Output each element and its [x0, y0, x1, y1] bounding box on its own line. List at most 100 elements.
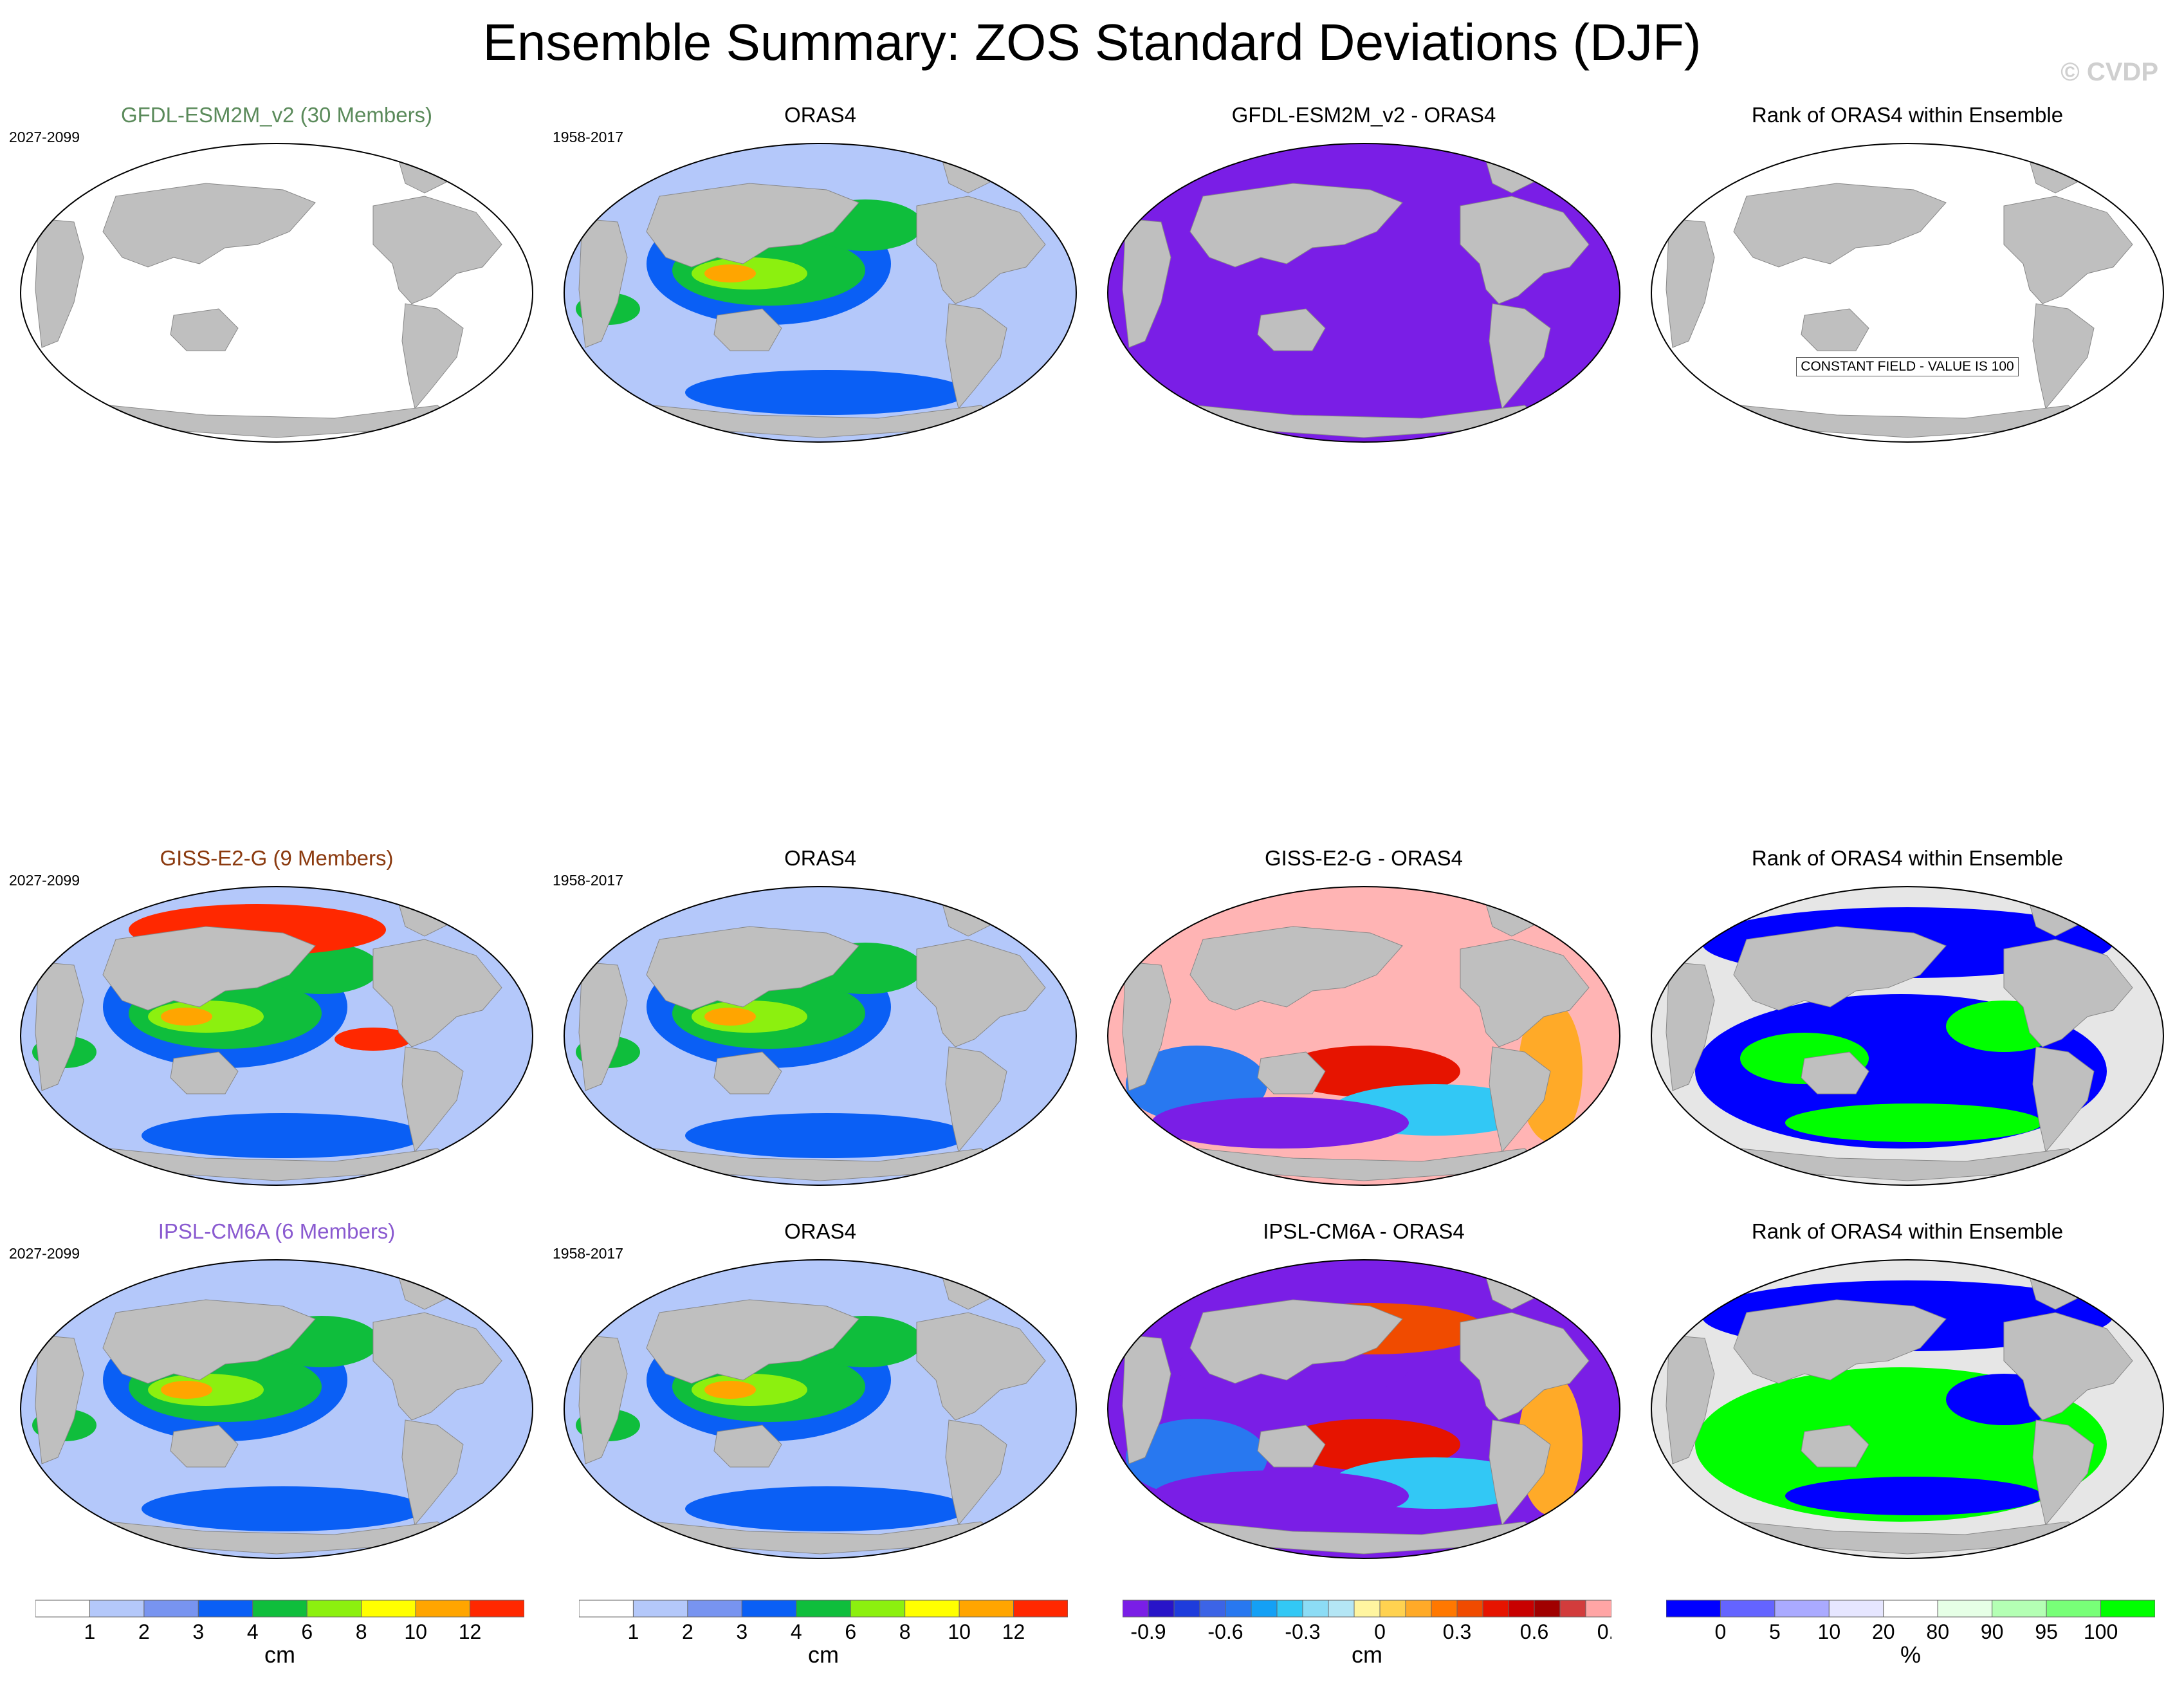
colorbar-unit: cm — [264, 1641, 295, 1668]
colorbar-swatch — [796, 1600, 851, 1618]
colorbar-tick-label: 2 — [682, 1620, 693, 1643]
colorbar-swatch — [1508, 1600, 1535, 1618]
colorbar-tick-label: 8 — [356, 1620, 367, 1643]
colorbar-tick-label: 5 — [1769, 1620, 1781, 1643]
colorbar-swatch — [1482, 1600, 1509, 1618]
colorbar-unit: % — [1900, 1641, 1921, 1668]
colorbar-swatch — [1328, 1600, 1355, 1618]
colorbar-swatch — [1173, 1600, 1200, 1618]
colorbar-swatch — [579, 1600, 634, 1618]
colorbar-tick-label: 10 — [948, 1620, 971, 1643]
colorbar-swatch — [741, 1600, 797, 1618]
map-panel-rank: Rank of ORAS4 within Ensemble — [1644, 846, 2171, 1206]
panel-period: 1958-2017 — [553, 1245, 623, 1262]
colorbar-swatch — [1992, 1600, 2047, 1618]
colorbar-swatch — [1148, 1600, 1175, 1618]
map-panel-model: GISS-E2-G (9 Members) 2027-2099 — [9, 846, 540, 1206]
map-field — [564, 143, 1077, 443]
panel-period: 2027-2099 — [9, 872, 80, 889]
map-field — [564, 886, 1077, 1186]
colorbar-swatch — [2046, 1600, 2102, 1618]
colorbar-swatch — [470, 1600, 524, 1618]
map-field — [20, 886, 533, 1186]
map-panel-model: GFDL-ESM2M_v2 (30 Members) 2027-2099 — [9, 103, 540, 463]
colorbar-tick-label: 4 — [791, 1620, 802, 1643]
panel-title: GFDL-ESM2M_v2 - ORAS4 — [1231, 103, 1496, 127]
panel-period: 2027-2099 — [9, 1245, 80, 1262]
colorbar-tick-label: 80 — [1926, 1620, 1949, 1643]
page-title: Ensemble Summary: ZOS Standard Deviation… — [482, 14, 1702, 71]
colorbar-swatch — [1123, 1600, 1149, 1618]
map-field — [1651, 143, 2164, 443]
colorbar-swatch — [415, 1600, 471, 1618]
colorbar-tick-label: 12 — [1002, 1620, 1025, 1643]
panel-period: 1958-2017 — [553, 129, 623, 145]
colorbar-swatch — [143, 1600, 199, 1618]
colorbar-tick-label: 0.6 — [1520, 1620, 1548, 1643]
colorbar-swatch — [1405, 1600, 1432, 1618]
colorbar-swatch — [1199, 1600, 1226, 1618]
colorbar-tick-label: 3 — [192, 1620, 204, 1643]
colorbar-swatch — [1559, 1600, 1586, 1618]
panel-period: 2027-2099 — [9, 129, 80, 145]
map-panel-diff: GISS-E2-G - ORAS4 — [1100, 846, 1628, 1206]
map-field — [1107, 886, 1620, 1186]
colorbar-swatch — [1431, 1600, 1458, 1618]
map-field — [1651, 886, 2164, 1186]
map-panel-rank: Rank of ORAS4 within Ensemble — [1644, 1219, 2171, 1580]
colorbar-swatch — [1774, 1600, 1830, 1618]
panel-title: IPSL-CM6A - ORAS4 — [1263, 1219, 1465, 1243]
colorbar-swatch — [1720, 1600, 1776, 1618]
map-panel-diff: GFDL-ESM2M_v2 - ORAS4 — [1100, 103, 1628, 463]
colorbar-swatch — [1666, 1600, 1721, 1618]
colorbar-swatch — [1354, 1600, 1381, 1618]
colorbar-swatch — [687, 1600, 742, 1618]
colorbar-tick-label: 1 — [84, 1620, 96, 1643]
colorbar-model-std: 1 2 3 4 6 8 10 12 cm — [35, 1599, 524, 1676]
panel-title: Rank of ORAS4 within Ensemble — [1751, 846, 2064, 870]
colorbar-swatch — [1534, 1600, 1561, 1618]
panel-title: GFDL-ESM2M_v2 (30 Members) — [120, 103, 433, 127]
colorbar-swatch — [1456, 1600, 1483, 1618]
panel-title: ORAS4 — [784, 1219, 856, 1243]
colorbar-swatch — [1585, 1600, 1611, 1618]
colorbar-swatch — [361, 1600, 416, 1618]
colorbar-swatch — [850, 1600, 906, 1618]
colorbar-tick-label: 0.3 — [1443, 1620, 1471, 1643]
colorbar-tick-label: 10 — [404, 1620, 427, 1643]
panel-title: IPSL-CM6A (6 Members) — [158, 1219, 396, 1243]
colorbar-tick-label: 6 — [301, 1620, 313, 1643]
map-panel-obs: ORAS4 1958-2017 — [553, 103, 1084, 463]
map-panel-obs: ORAS4 1958-2017 — [553, 1219, 1084, 1580]
colorbar-tick-label: 90 — [1981, 1620, 2004, 1643]
colorbar-swatch — [1828, 1600, 1884, 1618]
colorbar-swatch — [2100, 1600, 2155, 1618]
colorbar-swatch — [1302, 1600, 1329, 1618]
colorbar-obs-std: 1 2 3 4 6 8 10 12 cm — [579, 1599, 1068, 1676]
cvdp-watermark: © CVDP — [2060, 58, 2158, 86]
colorbar-swatch — [306, 1600, 362, 1618]
panel-period: 1958-2017 — [553, 872, 623, 889]
colorbar-swatch — [1276, 1600, 1303, 1618]
colorbar-unit: cm — [808, 1641, 839, 1668]
panel-title: GISS-E2-G - ORAS4 — [1264, 846, 1464, 870]
colorbar-tick-label: -0.9 — [1130, 1620, 1166, 1643]
panel-title: ORAS4 — [784, 103, 856, 127]
colorbar-tick-label: 4 — [247, 1620, 259, 1643]
colorbar-tick-label: -0.3 — [1285, 1620, 1320, 1643]
colorbar-tick-label: 6 — [845, 1620, 856, 1643]
panel-title: ORAS4 — [784, 846, 856, 870]
map-panel-model: IPSL-CM6A (6 Members) 2027-2099 — [9, 1219, 540, 1580]
colorbar-swatch — [35, 1600, 90, 1618]
panel-title: GISS-E2-G (9 Members) — [160, 846, 394, 870]
map-field — [20, 1259, 533, 1559]
map-field — [1651, 1259, 2164, 1559]
colorbar-swatch — [959, 1600, 1014, 1618]
colorbar-tick-label: 0 — [1374, 1620, 1386, 1643]
colorbar-tick-label: 2 — [138, 1620, 150, 1643]
colorbar-swatch — [1937, 1600, 1993, 1618]
map-panel-diff: IPSL-CM6A - ORAS4 — [1100, 1219, 1628, 1580]
colorbar-swatch — [1379, 1600, 1406, 1618]
colorbar-tick-label: 8 — [899, 1620, 911, 1643]
colorbar-unit: cm — [1352, 1641, 1382, 1668]
